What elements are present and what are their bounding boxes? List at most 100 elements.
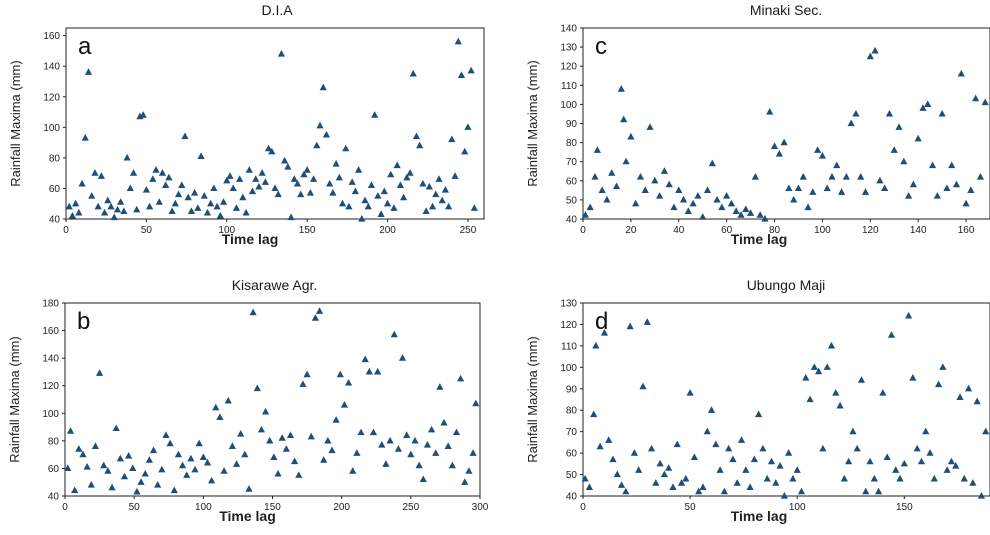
data-point (652, 479, 660, 486)
data-point (174, 190, 183, 198)
data-point (387, 170, 395, 178)
data-point (320, 456, 328, 463)
data-point (284, 163, 292, 170)
data-point (91, 442, 100, 449)
y-tick-label: 80 (566, 406, 578, 417)
data-point (766, 108, 774, 115)
panel-title: D.I.A (261, 2, 293, 18)
data-point (129, 464, 137, 472)
y-tick-label: 100 (560, 363, 577, 374)
y-tick-label: 80 (49, 153, 61, 164)
data-point (358, 215, 366, 222)
data-point (626, 322, 634, 330)
data-point (617, 481, 626, 488)
data-point (622, 487, 630, 495)
data-point (457, 71, 466, 78)
data-point (790, 195, 798, 203)
data-point (605, 436, 613, 443)
data-point (789, 474, 797, 482)
data-point (461, 147, 469, 155)
data-point (390, 330, 398, 338)
data-point (742, 466, 750, 473)
data-point (88, 192, 96, 199)
data-point (785, 184, 793, 192)
data-point (364, 202, 372, 210)
x-tick-label: 200 (333, 502, 350, 513)
data-point (751, 172, 759, 180)
data-point (71, 486, 79, 494)
data-point (306, 189, 314, 196)
panel-d: Ubungo Maji d 40 50 60 70 80 90 100 110 120 130 0 50 1… (525, 277, 990, 524)
panel-a: D.I.A a 40 60 80 100 120 140 160 0 50 100 150 200 250 T… (8, 2, 485, 247)
data-point (686, 389, 694, 396)
data-point (213, 202, 221, 210)
y-tick-label: 100 (560, 100, 577, 111)
data-point (104, 467, 112, 474)
data-point (590, 410, 598, 418)
data-point (914, 134, 922, 142)
data-point (394, 445, 402, 452)
data-point (660, 167, 668, 174)
x-tick-label: 0 (580, 225, 586, 236)
data-point (266, 436, 274, 444)
data-point (406, 169, 414, 176)
x-tick-label: 150 (299, 225, 316, 236)
data-point (187, 454, 195, 462)
y-tick-label: 160 (43, 31, 60, 42)
data-point (733, 479, 741, 486)
data-point (660, 470, 668, 478)
data-point (622, 157, 630, 165)
data-point (297, 190, 305, 198)
panel-c: Minaki Sec. c 40 50 60 70 80 90 100 110 120 130 140 0… (525, 2, 990, 247)
data-point (383, 199, 392, 207)
data-point (679, 195, 688, 203)
data-point (248, 187, 257, 195)
y-axis-label: Rainfall Maxima (mm) (7, 336, 22, 462)
data-point (423, 440, 432, 448)
x-tick-label: 40 (673, 225, 685, 236)
data-point (934, 380, 943, 388)
data-point (400, 193, 408, 201)
data-point (900, 157, 908, 165)
data-point (203, 208, 212, 216)
x-tick-label: 0 (580, 502, 586, 513)
data-point (727, 199, 736, 207)
data-point (780, 492, 788, 499)
data-point (767, 457, 776, 465)
data-point (380, 187, 388, 195)
data-point (152, 166, 160, 173)
data-point (832, 389, 840, 396)
x-tick-label: 80 (769, 225, 781, 236)
data-point (348, 178, 356, 185)
x-axis-label: Time lag (222, 231, 279, 247)
data-point (819, 444, 827, 452)
data-point (712, 440, 720, 448)
data-point (879, 389, 887, 396)
data-point (419, 179, 427, 187)
y-tick-label: 120 (560, 320, 577, 331)
data-point (969, 479, 977, 486)
panel-title: Ubungo Maji (747, 277, 826, 293)
data-point (142, 185, 150, 193)
data-point (598, 186, 606, 193)
data-point (802, 374, 810, 381)
data-point (315, 307, 324, 314)
y-tick-label: 70 (566, 427, 578, 438)
data-point (613, 470, 621, 478)
data-point (403, 431, 411, 438)
data-point (332, 159, 340, 167)
data-point (141, 469, 149, 477)
data-point (258, 169, 266, 176)
data-point (900, 459, 908, 467)
data-point (133, 205, 141, 213)
data-point (448, 135, 456, 143)
data-point (750, 455, 758, 463)
y-tick-label: 40 (566, 492, 578, 503)
data-point (145, 456, 153, 463)
data-point (464, 123, 472, 130)
data-point (162, 181, 170, 188)
data-point (174, 450, 183, 458)
data-point (326, 179, 334, 187)
data-point (956, 393, 964, 400)
data-point (620, 115, 628, 123)
